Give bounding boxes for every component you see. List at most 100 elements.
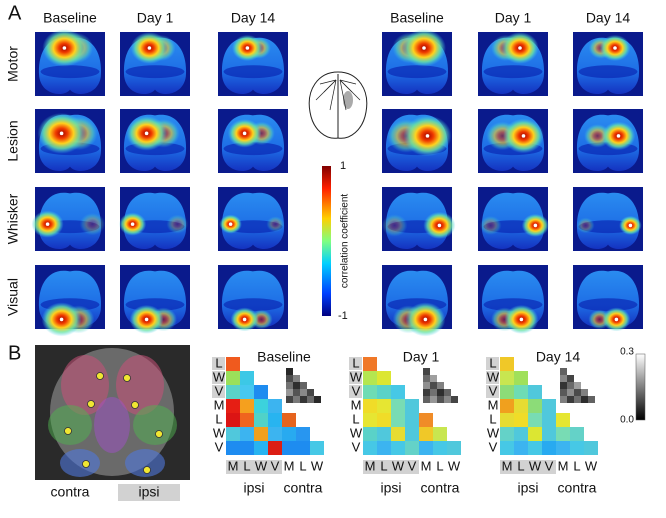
matrix-cell xyxy=(254,413,268,427)
contralateral-spot xyxy=(479,215,502,235)
matrix-cell xyxy=(584,441,598,455)
matrix-cell xyxy=(514,385,528,399)
row-label: W xyxy=(487,369,500,384)
correlation-map xyxy=(218,32,288,96)
seed-dot xyxy=(228,222,233,226)
row-label: W xyxy=(350,425,363,440)
inset-cell xyxy=(286,375,293,382)
group-label: ipsi xyxy=(517,480,538,496)
matrix-cell xyxy=(514,413,528,427)
matrix-cell xyxy=(240,441,254,455)
inset-cell xyxy=(423,382,430,389)
matrix-cell xyxy=(542,413,556,427)
inset-cell xyxy=(307,389,314,396)
matrix-cell xyxy=(514,441,528,455)
matrix-cell xyxy=(391,385,405,399)
seed-dot xyxy=(519,317,524,322)
matrix-title: Day 14 xyxy=(536,349,581,365)
matrix-cell xyxy=(296,441,310,455)
seed-dot xyxy=(242,317,247,322)
correlation-map xyxy=(478,265,548,334)
inset-cell xyxy=(423,375,430,382)
inset-cell xyxy=(567,375,574,382)
column-label: M xyxy=(558,458,569,473)
gray-scalebar xyxy=(635,353,646,421)
col-label-bg xyxy=(226,460,282,474)
column-label: V xyxy=(408,458,417,473)
matrix-cell xyxy=(447,441,461,455)
matrix-cell xyxy=(514,371,528,385)
row-label: Lesion xyxy=(5,120,21,161)
matrix-cell xyxy=(528,399,542,413)
column-label: W xyxy=(529,458,542,473)
seed-dot xyxy=(144,317,149,322)
correlation-map xyxy=(478,187,550,251)
colorbar-title: correlation coefficient xyxy=(340,194,351,289)
row-label: V xyxy=(215,383,224,398)
column-header: Baseline xyxy=(390,10,444,26)
matrix-cell xyxy=(377,413,391,427)
matrix-cell xyxy=(377,385,391,399)
matrix-cell xyxy=(377,371,391,385)
row-label: V xyxy=(352,383,361,398)
row-label-bg xyxy=(212,357,225,370)
seed-dot xyxy=(613,46,617,50)
seed-dot xyxy=(521,134,526,138)
inset-cell xyxy=(300,396,307,403)
inset-cell xyxy=(293,396,300,403)
row-label-bg xyxy=(349,385,362,398)
matrix-cell xyxy=(268,413,282,427)
matrix-cell xyxy=(514,427,528,441)
row-label: W xyxy=(213,369,226,384)
column-label: M xyxy=(365,458,376,473)
brain-image xyxy=(35,345,190,480)
inset-cell xyxy=(574,389,581,396)
matrix-cell xyxy=(500,441,514,455)
group-label: contra xyxy=(421,480,460,496)
row-label: L xyxy=(352,411,359,426)
matrix-cell xyxy=(500,427,514,441)
row-label: L xyxy=(352,355,359,370)
matrix-cell xyxy=(500,371,514,385)
correlation-map xyxy=(381,187,456,251)
column-label: W xyxy=(311,458,324,473)
correlation-map xyxy=(120,265,190,334)
row-label-bg xyxy=(349,371,362,384)
seed-dot xyxy=(147,46,152,50)
matrix-cell xyxy=(363,357,377,371)
matrix-cell xyxy=(254,399,268,413)
map-lowband xyxy=(223,65,283,79)
inset-cell xyxy=(560,382,567,389)
matrix-cell xyxy=(240,427,254,441)
inset-cell xyxy=(567,382,574,389)
matrix-cell xyxy=(240,385,254,399)
matrix-cell xyxy=(282,441,296,455)
matrix-cell xyxy=(377,427,391,441)
column-header: Day 1 xyxy=(137,10,174,26)
matrix-cell xyxy=(528,385,542,399)
row-label: V xyxy=(489,383,498,398)
row-label-bg xyxy=(212,371,225,384)
column-header: Day 1 xyxy=(495,10,532,26)
inset-cell xyxy=(430,389,437,396)
matrix-cell xyxy=(433,427,447,441)
matrix-cell xyxy=(405,441,419,455)
seed-dot xyxy=(62,46,67,50)
matrix-cell xyxy=(226,413,240,427)
inset-cell xyxy=(423,396,430,403)
matrix-cell xyxy=(282,413,296,427)
matrix-cell xyxy=(310,441,324,455)
seed-dot xyxy=(614,317,619,322)
matrix-cell xyxy=(363,413,377,427)
inset-cell xyxy=(581,389,588,396)
colorbar-max: 1 xyxy=(340,160,346,172)
inset-cell xyxy=(437,389,444,396)
matrix-cell xyxy=(500,357,514,371)
correlation-map xyxy=(218,265,288,332)
correlation-map xyxy=(31,187,106,251)
correlation-map xyxy=(478,109,548,173)
map-lowband xyxy=(223,298,283,312)
row-label: M xyxy=(214,397,225,412)
map-lowband xyxy=(578,298,638,312)
map-lowband xyxy=(125,65,185,79)
